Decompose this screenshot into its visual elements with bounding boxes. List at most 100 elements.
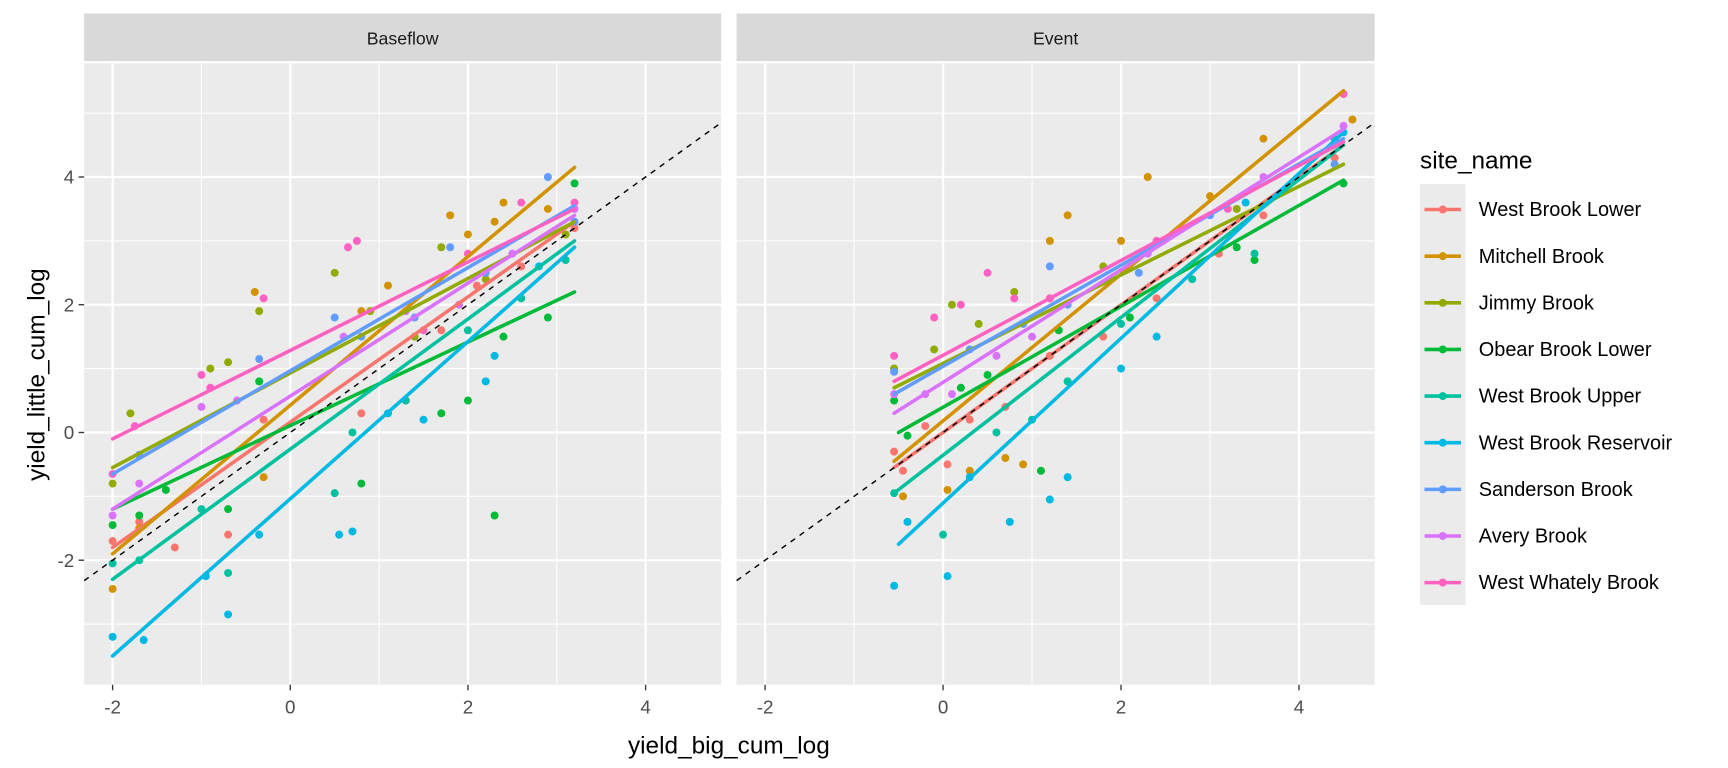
data-point — [344, 243, 353, 252]
legend-point-icon — [1438, 205, 1447, 214]
data-point — [1063, 377, 1072, 386]
data-point — [139, 636, 148, 645]
data-point — [437, 326, 446, 335]
x-tick-label: 2 — [1116, 697, 1126, 718]
data-point — [1028, 332, 1037, 341]
data-point — [463, 230, 472, 239]
data-point — [1348, 115, 1357, 124]
identity-reference-line — [736, 122, 1376, 582]
data-point — [1001, 454, 1010, 463]
legend-label: West Brook Lower — [1479, 199, 1642, 221]
data-point — [250, 287, 259, 296]
legend-item: West Brook Reservoir — [1424, 432, 1673, 454]
fit-line — [110, 203, 577, 476]
data-point — [1259, 211, 1268, 220]
x-tick-label: -2 — [104, 697, 121, 718]
data-point — [161, 485, 170, 494]
x-tick-label: 4 — [640, 697, 650, 718]
fit-line — [110, 219, 577, 550]
data-point — [947, 300, 956, 309]
data-point — [419, 415, 428, 424]
legend-label: West Brook Reservoir — [1479, 432, 1673, 454]
legend-item: West Brook Upper — [1424, 386, 1642, 408]
facet-strip — [736, 13, 1375, 62]
data-point — [1232, 204, 1241, 213]
data-point — [490, 351, 499, 360]
legend-point-icon — [1438, 345, 1447, 354]
data-point — [1330, 153, 1339, 162]
data-point — [543, 313, 552, 322]
data-point — [126, 409, 135, 418]
data-point — [255, 530, 264, 539]
y-axis-title: yield_little_cum_log — [23, 268, 50, 481]
fit-line — [110, 245, 577, 658]
data-point — [1063, 211, 1072, 220]
data-point — [1063, 473, 1072, 482]
data-point — [921, 422, 930, 431]
data-point — [1152, 332, 1161, 341]
data-point — [490, 511, 499, 520]
facet-strip-label: Baseflow — [367, 28, 439, 48]
data-point — [943, 460, 952, 469]
data-point — [224, 505, 233, 514]
identity-reference-line — [83, 122, 722, 582]
legend-point-icon — [1438, 392, 1447, 401]
data-point — [543, 173, 552, 181]
legend-item: West Brook Lower — [1424, 199, 1642, 221]
legend-point-icon — [1438, 438, 1447, 447]
fit-line — [892, 127, 1346, 416]
y-tick-label: 2 — [64, 294, 74, 315]
data-point — [939, 530, 948, 539]
data-point — [108, 632, 117, 641]
y-tick-label: -2 — [57, 550, 74, 571]
data-point — [224, 568, 233, 577]
data-point — [108, 479, 117, 488]
legend-item: Mitchell Brook — [1424, 246, 1604, 268]
legend-label: Obear Brook Lower — [1479, 339, 1652, 361]
data-point — [357, 409, 366, 418]
data-point — [446, 243, 455, 252]
data-point — [259, 415, 268, 424]
panel-event: Event — [736, 13, 1376, 685]
data-point — [1005, 517, 1014, 526]
data-point — [983, 371, 992, 379]
data-point — [903, 431, 912, 440]
fit-line — [896, 130, 1346, 547]
data-point — [1241, 198, 1250, 207]
data-point — [197, 371, 206, 379]
legend-label: Avery Brook — [1479, 526, 1587, 548]
data-point — [352, 236, 361, 245]
data-point — [335, 530, 344, 539]
data-point — [956, 300, 965, 309]
data-point — [1045, 236, 1054, 245]
panel-baseflow: Baseflow — [83, 13, 722, 685]
data-point — [255, 307, 264, 316]
fit-line — [892, 140, 1346, 384]
data-point — [943, 485, 952, 494]
data-point — [1152, 294, 1161, 303]
data-point — [1010, 294, 1019, 303]
data-point — [255, 377, 264, 386]
data-point — [890, 581, 899, 590]
data-point — [947, 390, 956, 399]
panel-background — [736, 63, 1375, 685]
data-point — [930, 345, 939, 354]
data-point — [1259, 134, 1268, 143]
data-point — [224, 530, 233, 539]
data-point — [903, 517, 912, 526]
fit-line — [110, 239, 577, 582]
data-point — [384, 281, 392, 290]
legend: site_name West Brook Lower Mitchell Brook… — [1420, 148, 1673, 605]
data-point — [135, 511, 144, 520]
data-point — [135, 517, 144, 526]
data-point — [890, 396, 899, 405]
data-point — [463, 326, 472, 335]
legend-label: Sanderson Brook — [1479, 479, 1633, 501]
data-point — [499, 332, 508, 341]
data-point — [1250, 256, 1259, 265]
data-point — [224, 358, 233, 367]
x-tick-label: 4 — [1294, 697, 1304, 718]
x-tick-label: -2 — [757, 697, 774, 718]
data-point — [1045, 495, 1054, 504]
data-point — [974, 319, 983, 328]
